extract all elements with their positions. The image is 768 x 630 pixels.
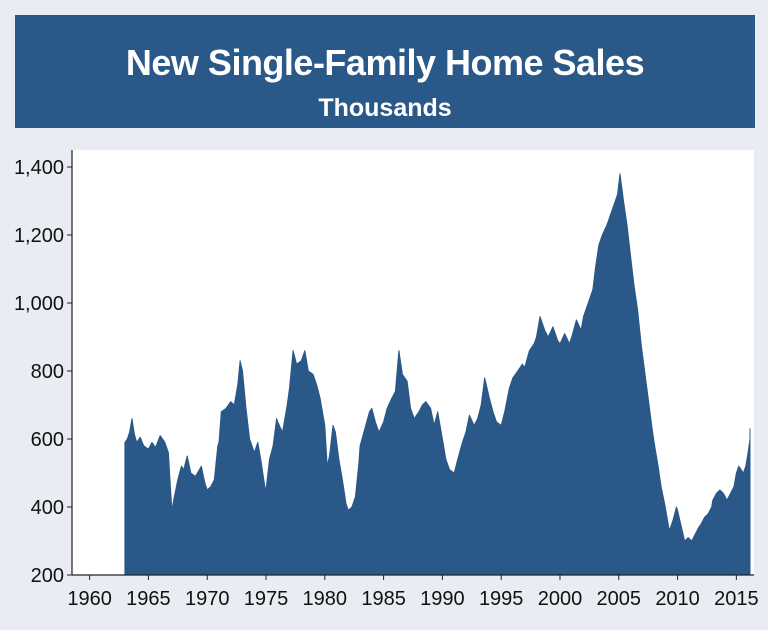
series-area-0 — [124, 173, 751, 576]
chart-header: New Single-Family Home Sales Thousands — [15, 15, 755, 128]
x-tick-label: 2010 — [655, 588, 700, 610]
y-tick-label: 800 — [31, 361, 64, 383]
y-tick-label: 1,000 — [14, 293, 64, 315]
x-tick-label: 2005 — [597, 588, 642, 610]
chart-title: New Single-Family Home Sales — [125, 42, 645, 83]
ticks-layer: 200 400 600 800 1,000 1,200 1,400 1960 1965 1970 1… — [14, 157, 759, 610]
y-tick-label: 1,400 — [14, 157, 64, 179]
x-tick-label: 1975 — [244, 588, 289, 610]
y-tick-label: 600 — [31, 429, 64, 451]
x-tick-label: 2000 — [538, 588, 583, 610]
x-tick-label: 2015 — [714, 588, 759, 610]
y-tick-label: 400 — [31, 497, 64, 519]
chart-subtitle: Thousands — [318, 94, 452, 122]
x-tick-label: 1960 — [67, 588, 112, 610]
x-tick-label: 1970 — [185, 588, 230, 610]
x-tick-label: 1965 — [126, 588, 171, 610]
x-tick-label: 1985 — [361, 588, 406, 610]
y-tick-label: 1,200 — [14, 225, 64, 247]
series-layer — [124, 173, 751, 576]
x-tick-label: 1995 — [479, 588, 524, 610]
chart-area: 200 400 600 800 1,000 1,200 1,400 1960 1965 1970 1… — [0, 150, 768, 625]
x-tick-label: 1990 — [420, 588, 465, 610]
axes-layer — [71, 150, 754, 576]
y-tick-label: 200 — [31, 565, 64, 587]
x-tick-label: 1980 — [303, 588, 348, 610]
area-chart: 200 400 600 800 1,000 1,200 1,400 1960 1965 1970 1… — [14, 150, 759, 610]
